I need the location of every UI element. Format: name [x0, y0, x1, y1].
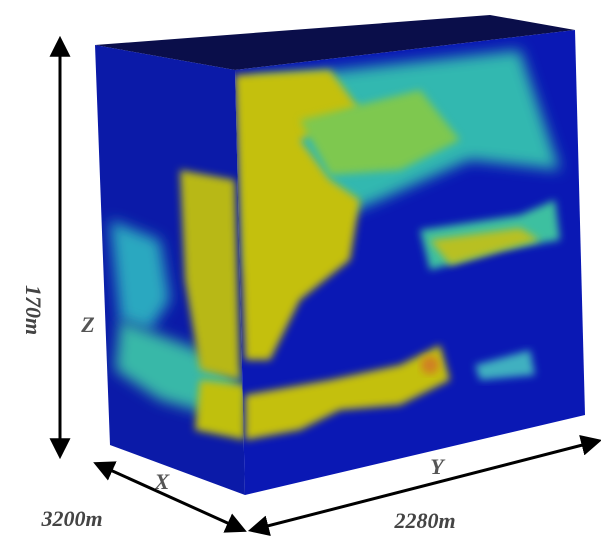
block-model-figure: 170m Z X 3200m Y 2280m: [0, 0, 601, 537]
x-axis-label: X: [154, 469, 171, 494]
block-model: [95, 15, 585, 495]
height-label: 170m: [21, 285, 46, 335]
y-axis-label: Y: [430, 454, 446, 479]
z-axis-label: Z: [80, 312, 94, 337]
y-length-label: 2280m: [393, 508, 455, 533]
x-length-label: 3200m: [40, 506, 102, 531]
